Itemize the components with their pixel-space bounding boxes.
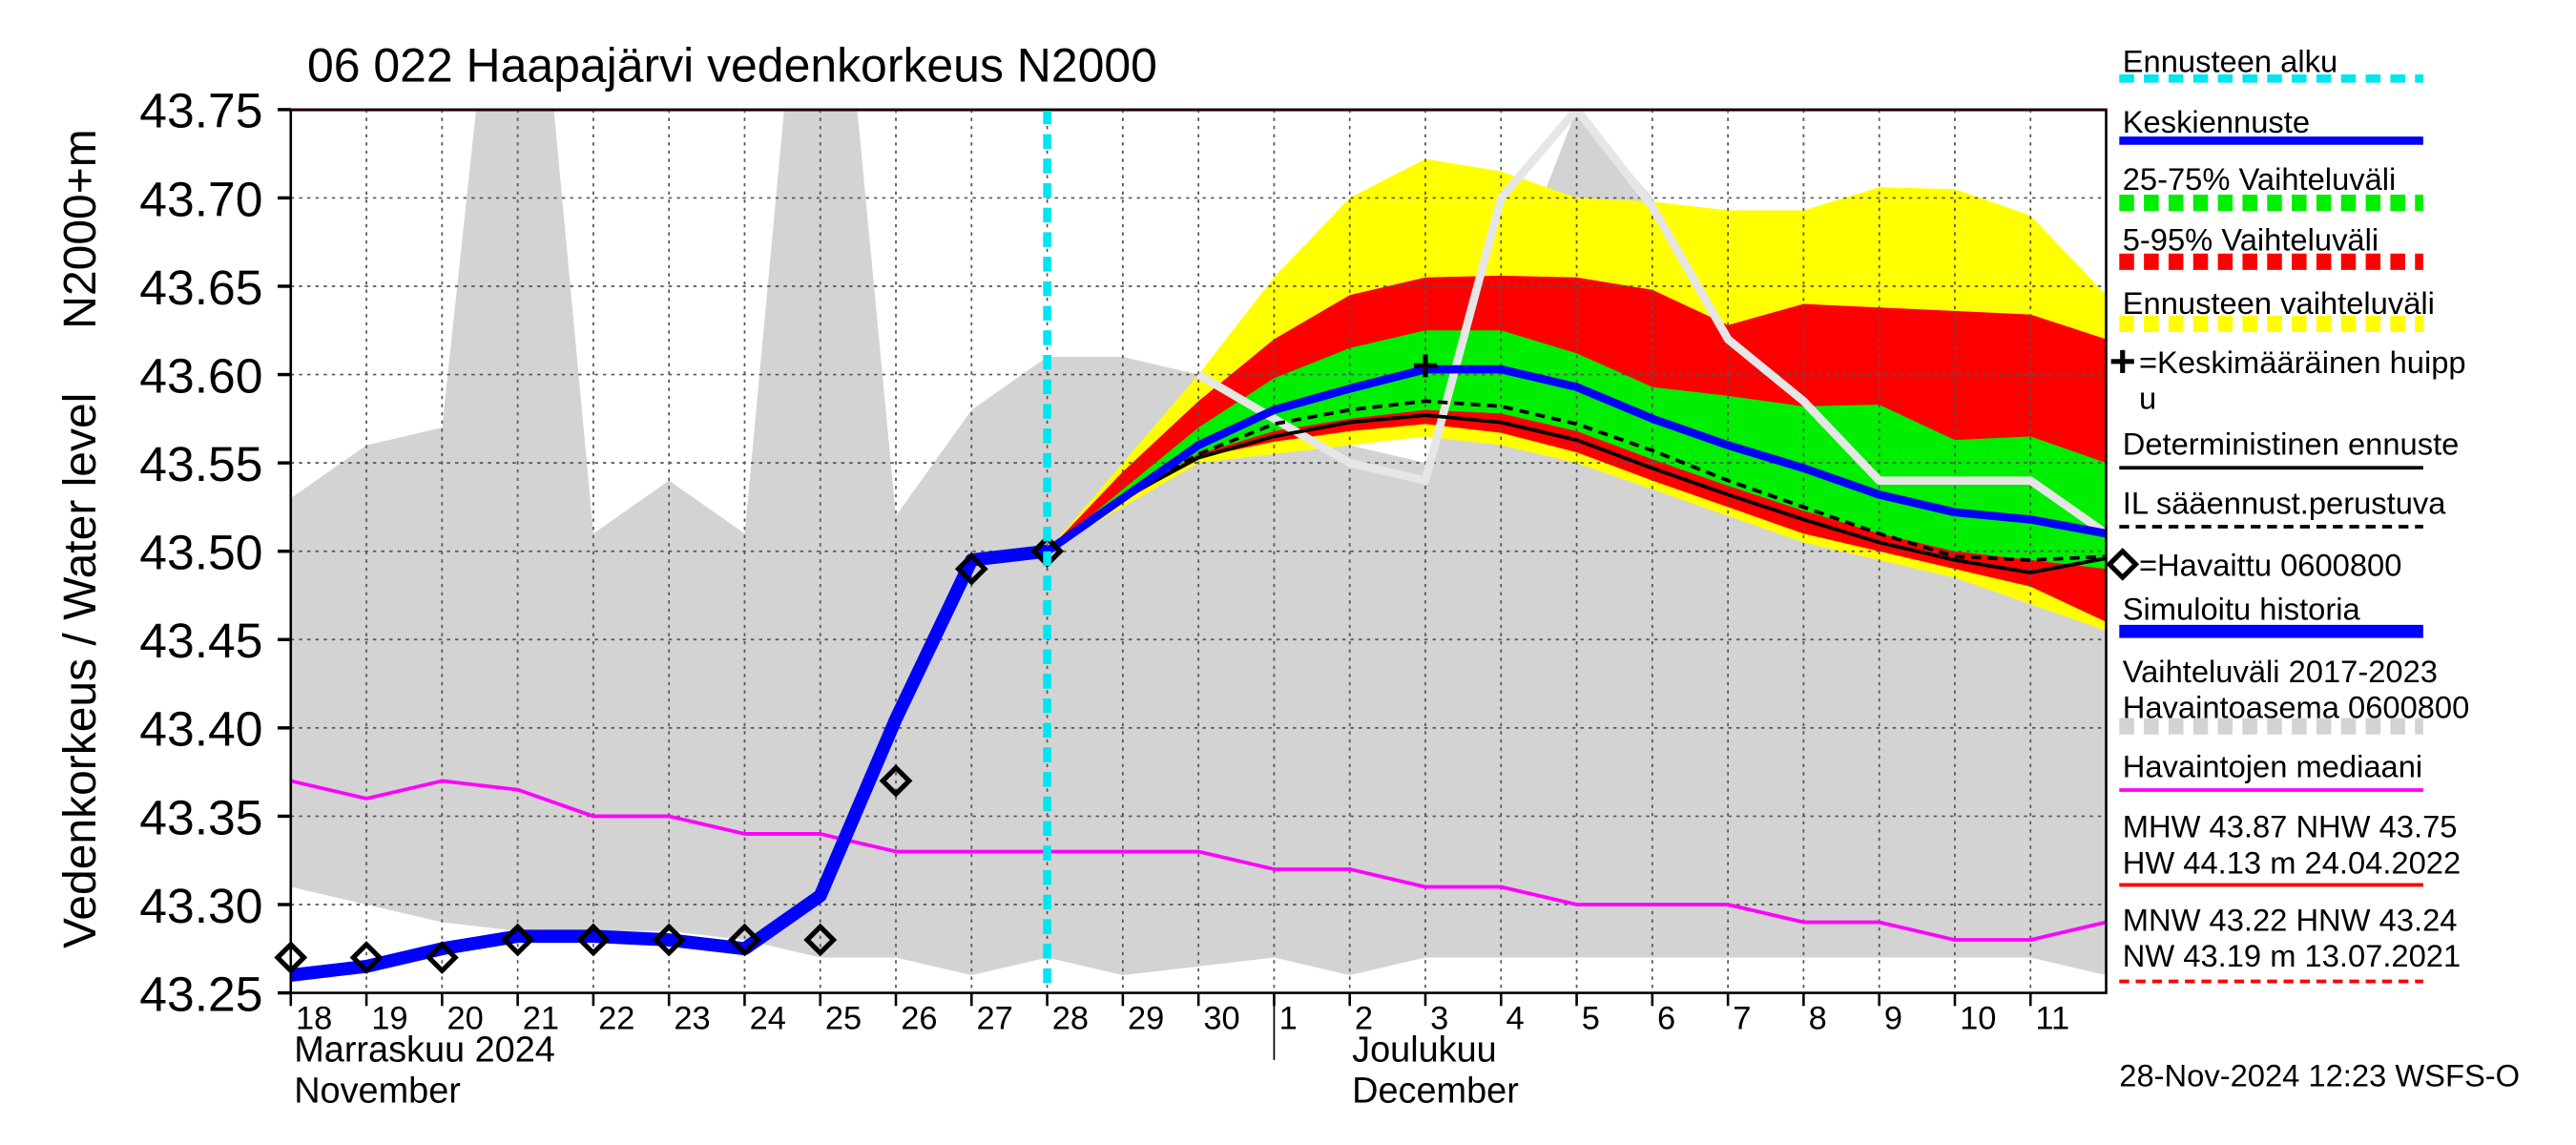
x-tick-label: 19	[371, 1000, 407, 1036]
observed-point	[349, 941, 384, 974]
x-tick-label: 22	[598, 1000, 634, 1036]
observed-point	[425, 941, 459, 974]
axes: 43.25 43.30 43.35 43.40 43.45 43.50 43.55 43.60…	[139, 83, 2108, 1060]
x-tick-label: 7	[1733, 1000, 1751, 1036]
x-tick-label: 27	[976, 1000, 1012, 1036]
x-tick-label: 18	[296, 1000, 332, 1036]
observed-point	[879, 764, 913, 798]
peak-marker	[1413, 354, 1438, 378]
x-tick-label: 23	[674, 1000, 710, 1036]
month-label: Marraskuu 2024	[294, 1030, 555, 1071]
x-tick-label: 21	[523, 1000, 559, 1036]
x-tick-label: 20	[447, 1000, 484, 1036]
x-tick-label: 9	[1884, 1000, 1902, 1036]
series-line	[290, 544, 1049, 982]
legend-label: Keskiennuste	[2123, 104, 2310, 139]
observed-point	[576, 923, 611, 957]
legend-label: Simuloitu historia	[2123, 592, 2361, 627]
legend-swatch	[2106, 548, 2140, 581]
observed-point	[728, 923, 761, 957]
legend-label: 5-95% Vaihteluväli	[2123, 221, 2379, 257]
legend-swatch	[2110, 349, 2134, 373]
x-tick-label: 5	[1582, 1000, 1600, 1036]
legend-label: Deterministinen ennuste	[2123, 427, 2460, 462]
y-tick-label: 43.35	[139, 789, 262, 844]
month-label: Joulukuu	[1352, 1030, 1497, 1071]
legend-label: 25-75% Vaihteluväli	[2123, 161, 2397, 197]
y-axis-label: Vedenkorkeus / Water level	[54, 393, 106, 948]
chart-title: 06 022 Haapajärvi vedenkorkeus N2000	[307, 39, 1157, 93]
x-tick-label: 30	[1203, 1000, 1239, 1036]
x-tick-label: 10	[1960, 1000, 1996, 1036]
x-tick-label: 11	[2035, 1000, 2069, 1036]
y-tick-label: 43.60	[139, 348, 262, 404]
legend-label: =Havaittu 0600800	[2139, 547, 2401, 582]
y-tick-label: 43.45	[139, 613, 262, 668]
x-tick-label: 28	[1052, 1000, 1089, 1036]
x-tick-label: 4	[1506, 1000, 1524, 1036]
legend-label: IL sääennust.perustuva	[2123, 485, 2447, 520]
x-tick-label: 2	[1355, 1000, 1373, 1036]
plot-frame	[289, 108, 2108, 994]
y-tick-label: 43.70	[139, 171, 262, 226]
series-line	[290, 779, 2107, 942]
timestamp: 28-Nov-2024 12:23 WSFS-O	[2119, 1057, 2520, 1093]
legend-label: NW 43.19 m 13.07.2021	[2123, 938, 2461, 973]
x-tick-label: 29	[1128, 1000, 1164, 1036]
legend-label: MHW 43.87 NHW 43.75	[2123, 809, 2458, 844]
month-label: November	[294, 1072, 461, 1112]
y-tick-label: 43.75	[139, 83, 262, 138]
legend-label: Ennusteen alku	[2123, 43, 2337, 78]
observed-point	[652, 923, 686, 957]
observed-point	[803, 923, 838, 957]
y-tick-label: 43.30	[139, 878, 262, 933]
x-tick-label: 3	[1430, 1000, 1448, 1036]
series-line	[1195, 109, 2107, 537]
y-tick-label: 43.25	[139, 967, 262, 1022]
y-axis-unit: N2000+m	[54, 129, 106, 328]
y-tick-label: 43.50	[139, 525, 262, 580]
legend-label: =Keskimääräinen huipp	[2139, 344, 2466, 380]
range-band	[1047, 330, 2107, 570]
legend-label: Vaihteluväli 2017-2023	[2123, 654, 2438, 689]
observed-point	[501, 923, 535, 957]
legend-label: u	[2139, 381, 2156, 416]
series-line	[1046, 413, 2107, 574]
y-tick-label: 43.40	[139, 701, 262, 757]
x-tick-label: 25	[825, 1000, 862, 1036]
x-tick-label: 26	[901, 1000, 937, 1036]
legend: Ennusteen alku Keskiennuste 25-75% Vaihtel…	[2106, 43, 2469, 984]
lines	[290, 109, 2107, 982]
y-tick-label: 43.65	[139, 260, 262, 315]
series-line	[1045, 364, 2107, 555]
legend-label: HW 44.13 m 24.04.2022	[2123, 844, 2461, 880]
x-tick-label: 24	[750, 1000, 786, 1036]
y-tick-label: 43.55	[139, 436, 262, 491]
markers	[274, 109, 1438, 993]
legend-label: MNW 43.22 HNW 43.24	[2123, 902, 2458, 937]
observed-point	[954, 552, 988, 586]
x-tick-label: 1	[1279, 1000, 1298, 1036]
month-label: December	[1352, 1072, 1519, 1112]
range-band	[1047, 275, 2107, 622]
x-tick-label: 6	[1657, 1000, 1675, 1036]
x-tick-label: 8	[1809, 1000, 1827, 1036]
series-line	[1046, 399, 2107, 562]
legend-label: Havaintojen mediaani	[2123, 748, 2422, 783]
legend-label: Ennusteen vaihteluväli	[2123, 285, 2435, 321]
